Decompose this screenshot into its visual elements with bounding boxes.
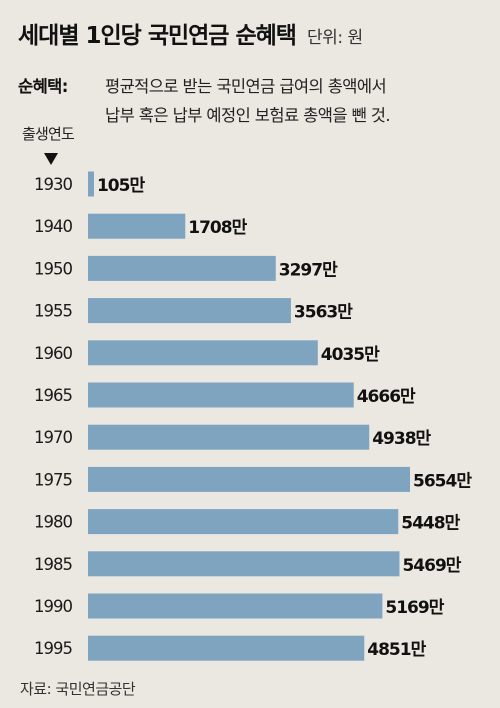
year-axis-header: 출생연도 xyxy=(22,125,75,143)
arrow-down-icon xyxy=(44,153,58,165)
chart-title: 세대별 1인당 국민연금 순혜택 xyxy=(18,23,297,49)
year-tick-label: 1980 xyxy=(34,513,72,532)
bar xyxy=(88,466,410,492)
bar-value-label: 5469만 xyxy=(402,556,461,576)
bar xyxy=(88,171,94,197)
year-tick-label: 1965 xyxy=(34,386,72,405)
bar-value-label: 4851만 xyxy=(367,640,426,660)
source-note: 자료: 국민연금공단 xyxy=(20,680,136,698)
year-tick-label: 1940 xyxy=(34,217,72,236)
year-tick-label: 1950 xyxy=(34,259,72,278)
title-row: 세대별 1인당 국민연금 순혜택 단위: 원 xyxy=(18,16,363,50)
definition-line-1: 평균적으로 받는 국민연금 급여의 총액에서 xyxy=(105,77,387,96)
bar xyxy=(88,255,276,281)
bar-value-label: 5448만 xyxy=(401,514,460,534)
bar xyxy=(88,298,291,324)
bar xyxy=(88,593,383,619)
bar xyxy=(88,635,365,661)
year-tick-label: 1960 xyxy=(34,344,72,363)
year-tick-label: 1995 xyxy=(34,639,72,658)
bar xyxy=(88,382,354,408)
unit-label: 단위: 원 xyxy=(307,28,363,48)
year-tick-label: 1930 xyxy=(34,175,72,194)
bar xyxy=(88,424,370,450)
bar-value-label: 5654만 xyxy=(413,471,472,491)
year-tick-label: 1970 xyxy=(34,428,72,447)
year-tick-label: 1985 xyxy=(34,555,72,574)
year-tick-label: 1975 xyxy=(34,470,72,489)
bar-value-label: 105만 xyxy=(97,176,145,196)
bar-value-label: 1708만 xyxy=(188,218,247,238)
bar xyxy=(88,509,399,535)
bar-value-label: 3297만 xyxy=(279,260,338,280)
definition-line-2: 납부 혹은 납부 예정인 보험료 총액을 뺀 것. xyxy=(105,106,391,125)
definition-block: 순혜택: 평균적으로 받는 국민연금 급여의 총액에서 납부 혹은 납부 예정인… xyxy=(18,72,391,130)
bar xyxy=(88,213,186,239)
year-tick-label: 1955 xyxy=(34,302,72,321)
bar xyxy=(88,340,318,366)
bar-value-label: 4035만 xyxy=(321,345,380,365)
bar-value-label: 5169만 xyxy=(385,598,444,618)
bar-value-label: 4938만 xyxy=(372,429,431,449)
bar xyxy=(88,551,400,577)
definition-label: 순혜택: xyxy=(18,77,68,96)
year-tick-label: 1990 xyxy=(34,597,72,616)
bar-value-label: 4666만 xyxy=(357,387,416,407)
bar-value-label: 3563만 xyxy=(294,303,353,323)
